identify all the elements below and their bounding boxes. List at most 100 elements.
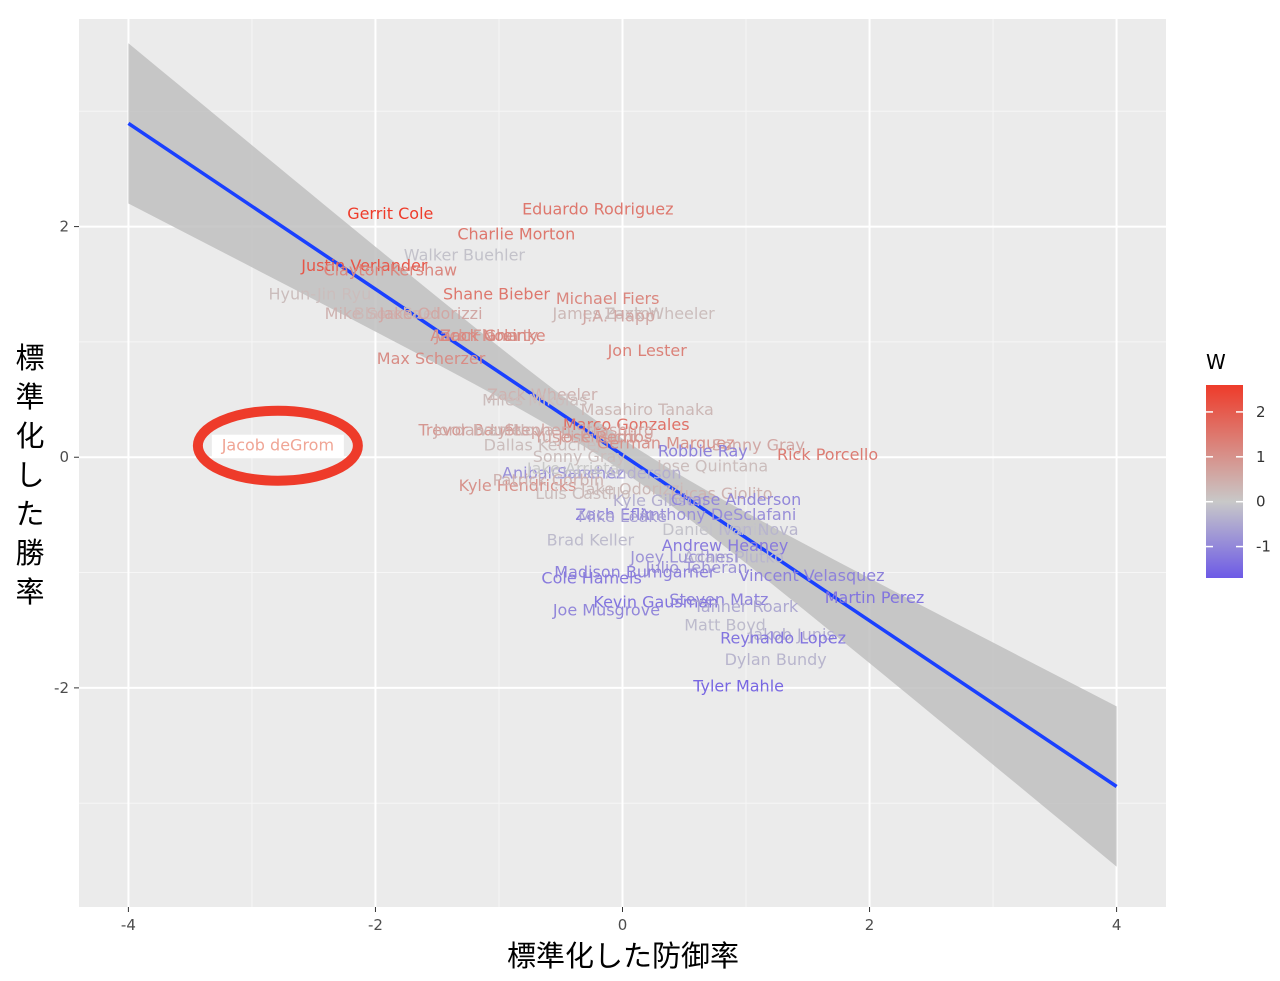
point-label: Sonny Gray: [712, 436, 805, 455]
y-axis-title-char: 準: [15, 380, 44, 414]
point-label: Joey Lucchesi: [629, 548, 738, 567]
point-label: Mike Leake: [578, 507, 667, 526]
x-tick-label: 0: [618, 916, 628, 934]
point-label: Clayton Kershaw: [323, 260, 457, 279]
point-label: Justin Verlander: [300, 256, 428, 275]
y-tick-label: 0: [59, 448, 69, 466]
point-label: Jakob Junis: [748, 625, 835, 644]
point-label: Blake Snell: [354, 304, 442, 323]
highlight-ellipse: [192, 405, 363, 486]
point-label: Zack Wheeler: [604, 304, 715, 323]
point-label: Walker Buehler: [404, 245, 526, 264]
point-label: Gerrit Cole: [347, 204, 433, 223]
regression-line-layer: [127, 121, 1118, 788]
point-labels-layer: Gerrit Cole Eduardo Rodriguez Charlie Mort…: [269, 199, 925, 695]
point-label: Dylan Bundy: [725, 650, 827, 669]
point-label: Joe Musgrove: [552, 601, 660, 620]
y-tick-label: -2: [54, 679, 69, 697]
point-label: Tanner Roark: [693, 597, 799, 616]
y-axis-ticks: -2 0 2: [54, 218, 79, 697]
point-label: Jake Odorizzi: [580, 480, 684, 499]
point-label: Jake Odorizzi: [379, 304, 483, 323]
point-label: Jack Flaherty: [434, 326, 538, 345]
point-label: Zach Eflin: [575, 505, 655, 524]
point-label: Max Scherzer: [377, 349, 486, 368]
y-axis-title-char: 率: [15, 575, 44, 609]
point-label: Jon Lester: [607, 341, 688, 360]
point-label: Mike Soroka: [325, 304, 422, 323]
point-label: Michael Fiers: [556, 289, 660, 308]
point-label: Julio Teheran: [645, 558, 748, 577]
point-label: Hyun-Jin Ryu: [269, 285, 372, 304]
point-label: Tyler Mahle: [692, 677, 784, 696]
point-label: Kevin Gausman: [593, 593, 718, 612]
point-label: Patrick Corbin: [493, 470, 604, 489]
point-label: Vincent Velasquez: [738, 566, 884, 585]
point-label: Trevor Bauer: [417, 421, 520, 440]
point-label: Miles Mikolas: [482, 391, 587, 410]
legend: W 2 1 0 -1: [1206, 350, 1271, 578]
y-tick-label: 2: [59, 218, 69, 236]
legend-tick-label: -1: [1256, 538, 1271, 556]
legend-tick-label: 0: [1256, 493, 1266, 511]
highlight-label-bg: [211, 434, 344, 457]
point-label: Zack Greinke: [440, 326, 546, 345]
point-label: Aaron Nola: [430, 326, 518, 345]
point-label: Madison Bumgarner: [554, 563, 716, 582]
point-label: Anibal Sanchez: [502, 463, 624, 482]
legend-title: W: [1206, 350, 1226, 374]
x-tick-label: 2: [865, 916, 875, 934]
point-label: Andrew Heaney: [662, 536, 789, 555]
x-axis-ticks: -4 -2 0 2 4: [121, 907, 1121, 934]
point-label: Luis Castillo: [535, 484, 630, 503]
regression-line: [127, 121, 1118, 788]
legend-colorbar: [1206, 385, 1243, 578]
highlight-point-label: Jacob deGrom: [221, 436, 334, 455]
legend-tick-label: 1: [1256, 448, 1266, 466]
highlight-layer: Jacob deGrom: [192, 405, 363, 486]
point-label: Shane Bieber: [443, 285, 550, 304]
point-label: German Marquez: [597, 433, 735, 452]
legend-ticks: 2 1 0 -1: [1206, 403, 1271, 556]
point-label: Steven Matz: [669, 590, 768, 609]
y-axis-title-char: し: [15, 458, 44, 492]
point-label: Kyle Hendricks: [459, 476, 577, 495]
point-label: Chase Anderson: [551, 463, 681, 482]
point-label: Daniel Norris: [662, 520, 766, 539]
point-label: Anthony DeSclafani: [639, 505, 796, 524]
point-label: Adam Plutko: [684, 548, 784, 567]
point-label: Masahiro Tanaka: [581, 400, 714, 419]
point-label: Dallas Keuchel: [484, 436, 601, 455]
y-axis-title-char: 化: [15, 419, 44, 453]
point-label: Eduardo Rodriguez: [522, 199, 673, 218]
point-label: Chase Anderson: [671, 490, 801, 509]
point-label: Lucas Giolito: [670, 484, 772, 503]
point-label: Ivan Nova: [474, 421, 554, 440]
point-label: Yusei Kikuchi: [533, 428, 637, 447]
point-label: Ivan Nova: [718, 520, 798, 539]
point-label: Rick Porcello: [777, 445, 878, 464]
y-axis-title-char: 勝: [15, 536, 44, 570]
point-label: Martin Perez: [825, 588, 925, 607]
y-axis-title-char: た: [15, 497, 44, 531]
point-label: Sonny Gray: [533, 447, 626, 466]
legend-tick-label: 2: [1256, 403, 1266, 421]
point-label: Reynaldo Lopez: [720, 628, 846, 647]
x-tick-label: 4: [1112, 916, 1122, 934]
point-label: Stephen Strasburg: [504, 421, 654, 440]
point-label: Robbie Ray: [658, 441, 748, 460]
point-label: Cole Hamels: [541, 568, 641, 587]
point-label: Matt Boyd: [684, 616, 766, 635]
point-label: J.A. Happ: [581, 307, 655, 326]
point-label: Brad Keller: [547, 530, 635, 549]
x-axis-title: 標準化した防御率: [507, 939, 739, 973]
y-axis-title-char: 標: [15, 341, 44, 375]
point-label: Kyle Gibson: [613, 491, 706, 510]
point-label: Jose Berrios: [557, 428, 652, 447]
point-label: Jose Quintana: [656, 456, 768, 475]
point-label: Zack Wheeler: [487, 385, 598, 404]
x-tick-label: -4: [121, 916, 136, 934]
point-label: Charlie Morton: [457, 225, 575, 244]
